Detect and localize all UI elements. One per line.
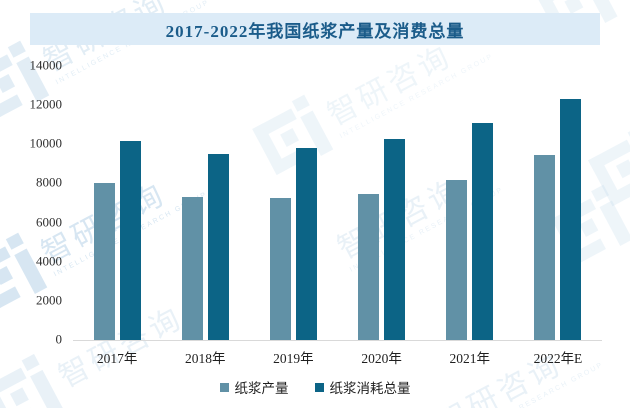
bar-纸浆消耗总量 — [295, 148, 317, 340]
legend-item: 纸浆消耗总量 — [314, 377, 411, 397]
bar-纸浆产量 — [534, 155, 556, 340]
y-tick-label: 14000 — [29, 57, 63, 73]
x-tick-label: 2021年 — [449, 351, 491, 366]
legend-swatch-icon — [314, 382, 324, 392]
y-tick-label: 10000 — [29, 135, 63, 151]
y-tick-label: 0 — [55, 331, 63, 347]
y-tick-label: 8000 — [36, 175, 62, 191]
chart-title: 2017-2022年我国纸浆产量及消费总量 — [165, 21, 465, 41]
bar-group — [73, 66, 161, 340]
y-tick-label: 4000 — [36, 253, 62, 269]
x-tick-label: 2022年E — [533, 351, 583, 366]
x-tick-label: 2019年 — [273, 351, 314, 366]
x-tick-label: 2018年 — [185, 351, 226, 366]
y-tick-label: 6000 — [36, 214, 62, 230]
legend-item: 纸浆产量 — [219, 377, 289, 397]
x-axis: 2017年 2018年 2019年 2020年 2021年 2022年E — [73, 347, 602, 367]
bar-纸浆产量 — [358, 194, 380, 340]
plot-area — [73, 66, 602, 341]
legend: 纸浆产量 纸浆消耗总量 — [0, 377, 630, 397]
bar-group — [249, 66, 337, 340]
y-tick-label: 2000 — [36, 292, 62, 308]
legend-swatch-icon — [219, 382, 229, 392]
bar-纸浆消耗总量 — [207, 154, 229, 340]
title-banner: 2017-2022年我国纸浆产量及消费总量 — [30, 13, 600, 45]
bar-纸浆消耗总量 — [119, 141, 141, 340]
bar-纸浆消耗总量 — [384, 139, 406, 340]
bar-纸浆产量 — [446, 179, 468, 340]
bar-纸浆产量 — [269, 198, 291, 340]
bar-group — [514, 66, 602, 340]
bar-group — [161, 66, 249, 340]
bar-纸浆产量 — [181, 197, 203, 340]
bar-group — [426, 66, 514, 340]
legend-label: 纸浆产量 — [234, 381, 289, 396]
bar-纸浆消耗总量 — [472, 122, 494, 340]
y-axis: 14000 12000 10000 8000 6000 4000 2000 0 — [0, 58, 63, 347]
bar-纸浆消耗总量 — [560, 99, 582, 340]
bar-group — [338, 66, 426, 340]
legend-label: 纸浆消耗总量 — [329, 381, 411, 396]
bar-纸浆产量 — [93, 183, 115, 340]
x-tick-label: 2020年 — [361, 351, 402, 366]
x-tick-label: 2017年 — [96, 351, 138, 366]
y-tick-label: 12000 — [29, 96, 63, 112]
